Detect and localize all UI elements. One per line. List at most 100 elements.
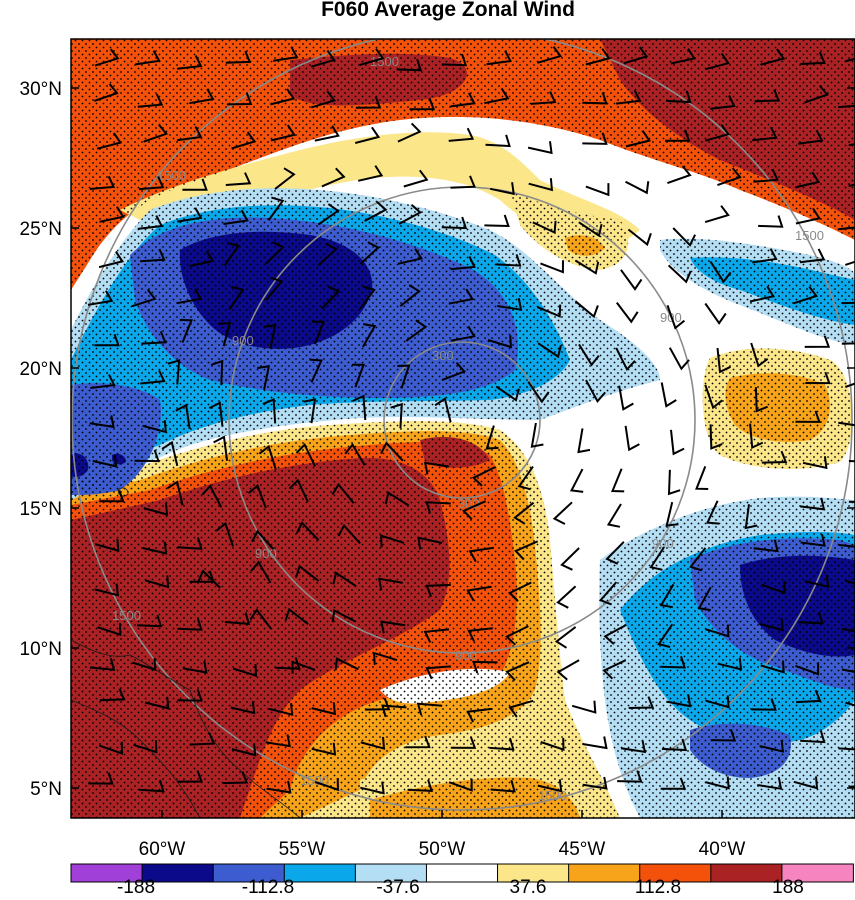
wind-barb	[351, 363, 366, 388]
wind-barb	[177, 618, 203, 631]
wind-barb	[704, 53, 730, 71]
wind-barb	[744, 504, 758, 530]
wind-barb	[416, 702, 443, 716]
wind-barb	[800, 533, 826, 547]
wind-barb	[177, 537, 203, 550]
wind-barb	[793, 776, 819, 790]
wind-barb	[484, 87, 510, 105]
wind-barb	[486, 50, 512, 66]
wind-barb	[709, 424, 723, 450]
stipple-north-east-yellow	[510, 190, 629, 270]
wind-barb	[527, 381, 550, 404]
wind-barb	[628, 696, 655, 709]
wind-barb	[704, 205, 730, 224]
wind-barb	[749, 423, 764, 450]
wind-barb	[757, 777, 783, 790]
wind-barb	[295, 442, 316, 467]
wind-barb	[182, 178, 208, 191]
wind-barb	[230, 701, 256, 715]
range-ring-outer	[71, 39, 853, 811]
wind-barb	[795, 410, 821, 423]
wind-barb	[142, 420, 167, 434]
wind-barb	[466, 585, 492, 602]
wind-barb	[222, 771, 249, 785]
wind-barb	[709, 261, 732, 284]
wind-barb	[513, 540, 539, 561]
wind-barb	[471, 466, 496, 487]
colorbar-label-neg112: -112.8	[242, 877, 294, 898]
wind-barb	[556, 585, 577, 609]
wind-barb	[582, 132, 608, 145]
wind-barb	[800, 51, 826, 65]
wind-barb	[554, 626, 577, 649]
lat-label-25n: 25°N	[20, 219, 62, 240]
shade-yellow-north-rim	[120, 132, 640, 260]
wind-barb	[257, 365, 271, 390]
wind-barb	[258, 444, 277, 470]
wind-barb	[295, 521, 320, 541]
wind-barb	[450, 92, 476, 108]
wind-barb	[268, 702, 294, 717]
wind-barb	[314, 125, 340, 142]
wind-barb	[496, 254, 522, 267]
wind-barb	[89, 658, 116, 671]
wind-barb	[179, 318, 193, 343]
wind-barb	[495, 385, 520, 402]
wind-barb	[582, 776, 608, 790]
wind-barb	[137, 215, 164, 230]
wind-barb	[409, 97, 436, 111]
wind-barb	[749, 285, 775, 303]
wind-barb	[716, 347, 731, 374]
wind-barb	[754, 89, 781, 103]
wind-barb	[288, 478, 309, 503]
wind-barb	[381, 704, 407, 718]
wind-barb	[275, 657, 301, 670]
wind-barb	[625, 180, 650, 195]
wind-barb	[660, 777, 687, 790]
colorbar-label-pos112: 112.8	[635, 877, 681, 898]
wind-barb	[450, 255, 476, 271]
wind-barb	[530, 422, 544, 448]
wind-barb	[537, 46, 563, 64]
wind-barb	[796, 689, 822, 704]
lon-label-60w: 60°W	[139, 839, 186, 860]
wind-barb	[759, 739, 785, 753]
wind-barb	[624, 425, 640, 452]
colorbar-label-neg188: -188	[117, 877, 155, 898]
wind-barb	[274, 167, 296, 190]
wind-barb	[805, 371, 831, 385]
wind-barb	[665, 129, 691, 142]
wind-barb	[845, 701, 855, 707]
wind-barb	[448, 127, 475, 142]
wind-barb	[223, 241, 240, 267]
wind-barb	[228, 285, 245, 311]
wind-barb	[795, 207, 821, 225]
wind-barb	[311, 320, 325, 345]
stipple-southeast	[599, 496, 855, 818]
wind-barb	[467, 627, 493, 642]
wind-barb	[804, 335, 831, 348]
wind-barb	[793, 286, 819, 305]
wind-barb	[615, 89, 642, 105]
wind-barb	[472, 660, 498, 674]
wind-barb	[667, 165, 692, 185]
map-area: 300 300 900 900 900 900 900 1500 1500 15…	[71, 39, 855, 818]
range-ring-label-middle-se: 900	[652, 536, 674, 551]
wind-barb	[620, 740, 647, 754]
wind-barb	[804, 574, 830, 589]
wind-barb	[505, 625, 529, 646]
wind-barb	[434, 397, 452, 423]
wind-barb	[407, 779, 433, 792]
wind-barb	[841, 627, 855, 633]
wind-barb	[838, 104, 855, 109]
wind-barb	[660, 382, 677, 408]
wind-barb	[598, 581, 618, 606]
wind-barb	[291, 660, 316, 674]
wind-barb	[649, 546, 665, 571]
coastlines	[71, 487, 301, 818]
wind-barb	[448, 778, 473, 792]
wind-barb	[615, 347, 636, 372]
wind-barb	[88, 772, 114, 785]
wind-barb	[752, 248, 778, 264]
range-ring-labels: 300 300 900 900 900 900 900 1500 1500 15…	[112, 54, 824, 803]
